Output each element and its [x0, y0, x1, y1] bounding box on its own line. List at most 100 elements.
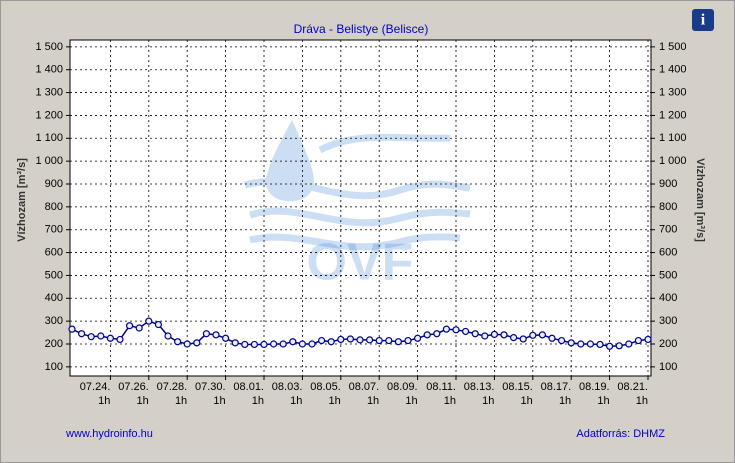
data-point [193, 339, 201, 347]
data-point [423, 331, 431, 339]
x-tick-label: 08.13. [464, 381, 495, 393]
data-point [174, 338, 182, 346]
data-point [202, 330, 210, 338]
y-tick-label: 400 [45, 292, 63, 304]
data-point [356, 336, 364, 344]
data-point [318, 336, 326, 345]
data-point [625, 340, 633, 348]
y2-tick-label: 300 [659, 315, 677, 327]
x-tick-label: 07.24. [80, 381, 111, 393]
x-tick-label: 08.01. [233, 381, 264, 393]
data-point [222, 334, 230, 342]
x-tick-sublabel: 1h [559, 395, 571, 407]
y-tick-label: 1 200 [35, 109, 63, 121]
data-point [404, 336, 412, 345]
watermark-text: OVF [307, 234, 414, 292]
data-point [298, 340, 306, 348]
data-point [97, 332, 105, 340]
x-tick-label: 08.19. [579, 381, 610, 393]
data-point [433, 330, 441, 338]
x-tick-label: 08.05. [310, 381, 341, 393]
x-tick-label: 08.03. [272, 381, 303, 393]
data-point [394, 338, 402, 346]
x-tick-sublabel: 1h [521, 395, 533, 407]
watermark-graphic [244, 120, 471, 251]
x-tick-sublabel: 1h [137, 395, 149, 407]
y-tick-label: 1 300 [35, 86, 63, 98]
y-tick-label: 500 [45, 269, 63, 281]
y2-tick-label: 1 400 [659, 64, 687, 76]
data-point [442, 325, 450, 333]
data-point [538, 331, 547, 339]
x-tick-label: 07.30. [195, 381, 226, 393]
y-tick-label: 700 [45, 224, 63, 236]
y-tick-label: 1 000 [35, 155, 63, 167]
data-point [145, 317, 153, 325]
data-point [126, 322, 134, 330]
x-tick-sublabel: 1h [175, 395, 187, 407]
y2-tick-label: 1 100 [659, 132, 687, 144]
x-tick-sublabel: 1h [482, 395, 494, 407]
data-point [414, 334, 422, 342]
footer-source: Adatforrás: DHMZ [576, 428, 665, 440]
x-tick-label: 08.17. [541, 381, 572, 393]
data-point [250, 340, 258, 349]
data-point [154, 320, 162, 329]
data-point [270, 340, 278, 348]
y2-tick-label: 500 [659, 269, 677, 281]
data-point [366, 336, 374, 344]
data-point [135, 324, 143, 332]
data-point [481, 332, 489, 340]
data-point [615, 342, 623, 350]
info-icon[interactable]: i [701, 12, 706, 29]
x-tick-sublabel: 1h [444, 395, 456, 407]
x-tick-sublabel: 1h [597, 395, 609, 407]
x-tick-sublabel: 1h [636, 395, 648, 407]
data-point [231, 339, 239, 347]
data-point [87, 333, 95, 341]
y-tick-label: 1 500 [35, 41, 63, 53]
data-point [308, 340, 316, 348]
y2-tick-label: 700 [659, 224, 677, 236]
data-point [577, 340, 585, 348]
y-axis-label: Vízhozam [m³/s] [16, 158, 28, 242]
data-point [77, 330, 86, 338]
data-point [212, 331, 220, 339]
x-tick-label: 07.28. [157, 381, 188, 393]
x-tick-sublabel: 1h [252, 395, 264, 407]
x-tick-label: 08.11. [426, 381, 456, 393]
data-point [529, 331, 537, 339]
x-tick-label: 08.15. [502, 381, 533, 393]
x-tick-sublabel: 1h [98, 395, 110, 407]
data-point [462, 327, 470, 336]
data-point [289, 338, 297, 346]
data-point [346, 335, 354, 343]
y2-tick-label: 1 200 [659, 109, 687, 121]
y2-tick-label: 400 [659, 292, 677, 304]
y2-tick-label: 900 [659, 178, 677, 190]
data-point [500, 331, 508, 339]
x-tick-sublabel: 1h [329, 395, 341, 407]
data-point [519, 335, 527, 343]
data-point [634, 336, 643, 345]
plot-area [69, 39, 652, 377]
x-tick-sublabel: 1h [213, 395, 225, 407]
data-point [279, 340, 287, 348]
footer-link[interactable]: www.hydroinfo.hu [65, 428, 153, 440]
data-point [548, 334, 556, 342]
y-tick-label: 900 [45, 178, 63, 190]
data-point [490, 330, 498, 338]
data-point [596, 340, 604, 349]
y-tick-label: 100 [45, 361, 63, 373]
data-point [644, 335, 652, 344]
info-button[interactable] [692, 9, 714, 31]
x-tick-label: 07.26. [118, 381, 149, 393]
data-point [241, 340, 249, 349]
data-point [557, 336, 566, 345]
data-point [385, 336, 393, 345]
y-tick-label: 1 100 [35, 132, 63, 144]
data-point [327, 338, 335, 346]
y2-tick-label: 800 [659, 201, 677, 213]
data-point [509, 334, 518, 342]
